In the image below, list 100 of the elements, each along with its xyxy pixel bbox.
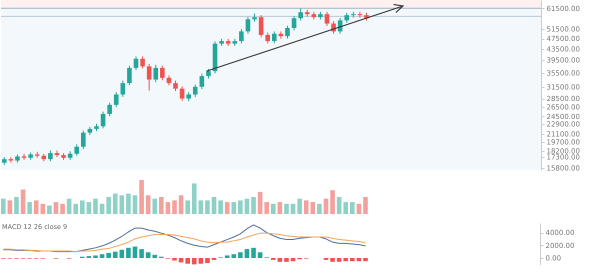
bar <box>132 246 138 258</box>
bar <box>330 258 335 262</box>
bar <box>139 249 144 258</box>
bar <box>363 258 368 262</box>
bar <box>178 258 184 262</box>
bar <box>192 183 197 214</box>
bar <box>112 252 118 258</box>
candlestick <box>272 30 277 44</box>
bar <box>330 190 335 214</box>
bar <box>343 202 348 214</box>
bar <box>238 252 243 258</box>
candlestick <box>114 92 119 108</box>
candlestick <box>258 14 264 38</box>
candlestick <box>344 12 350 24</box>
bar <box>120 250 124 258</box>
bar <box>336 258 342 262</box>
bar <box>363 197 368 214</box>
bar <box>192 258 197 264</box>
bar <box>297 198 302 214</box>
candlestick <box>134 56 138 71</box>
bar <box>350 258 355 262</box>
bar <box>100 204 104 214</box>
bar <box>112 194 118 214</box>
bar <box>205 200 210 214</box>
bar <box>159 197 164 214</box>
bar <box>336 197 342 214</box>
bar <box>146 195 150 214</box>
bar <box>238 200 243 214</box>
candlestick <box>166 74 172 86</box>
candlestick <box>239 28 244 44</box>
bar <box>146 252 150 258</box>
bar <box>80 200 85 214</box>
bar <box>278 258 282 262</box>
bar <box>224 255 230 258</box>
candlestick <box>206 68 211 80</box>
bar <box>270 204 276 214</box>
bar <box>66 198 72 214</box>
bar <box>198 258 204 264</box>
bar <box>231 254 236 258</box>
candlestick <box>81 130 86 150</box>
candlestick <box>140 56 145 70</box>
bar <box>278 202 282 214</box>
bar <box>20 190 26 214</box>
bar <box>8 200 12 214</box>
candlestick <box>200 73 204 90</box>
bar <box>231 202 236 214</box>
bar <box>218 200 223 214</box>
bar <box>93 255 98 258</box>
bar <box>152 254 158 258</box>
candlestick <box>292 15 296 31</box>
candlestick <box>127 65 132 86</box>
bar <box>212 197 216 214</box>
candlestick <box>107 102 112 117</box>
bar <box>258 192 262 214</box>
candlestick <box>324 11 330 26</box>
candlestick <box>120 80 126 98</box>
bar <box>205 258 210 264</box>
bar <box>47 206 52 214</box>
bar <box>126 194 131 214</box>
bar <box>73 204 78 214</box>
bar <box>185 200 190 214</box>
candlestick <box>246 16 250 34</box>
bar <box>324 198 328 214</box>
bar <box>40 204 46 214</box>
bar <box>304 200 309 214</box>
bar <box>172 200 177 214</box>
bar <box>93 198 98 214</box>
bar <box>166 202 170 214</box>
candlestick <box>146 63 152 92</box>
bar <box>139 180 144 214</box>
line-series <box>2 224 366 252</box>
bar <box>0 198 6 214</box>
bar <box>350 202 355 214</box>
bar <box>152 198 158 214</box>
bar <box>86 202 92 214</box>
bar <box>172 258 177 261</box>
bar <box>356 204 362 214</box>
candlestick <box>285 25 290 40</box>
bar <box>224 202 230 214</box>
candlestick <box>180 86 184 102</box>
bar <box>343 258 348 262</box>
bar <box>100 254 104 258</box>
candlestick <box>265 32 270 44</box>
bar <box>132 195 138 214</box>
bar <box>178 195 184 214</box>
candlestick <box>153 64 158 83</box>
bar <box>34 200 39 214</box>
bar <box>317 204 322 214</box>
bar <box>54 202 58 214</box>
bar <box>356 258 362 262</box>
bar <box>126 248 131 258</box>
candlestick <box>160 65 165 81</box>
bar <box>60 204 65 214</box>
candlestick <box>74 144 80 156</box>
bar <box>198 200 204 214</box>
bar <box>264 202 270 214</box>
bar <box>120 195 124 214</box>
line-series <box>2 232 366 252</box>
bar <box>106 252 111 258</box>
bar <box>106 197 111 214</box>
